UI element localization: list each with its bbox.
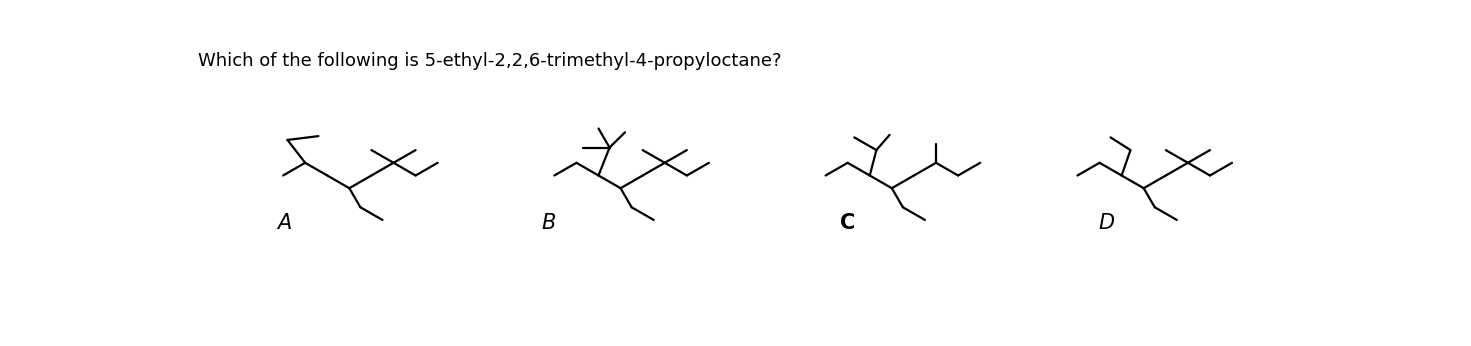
Text: A: A (278, 213, 291, 233)
Text: D: D (1097, 213, 1114, 233)
Text: B: B (541, 213, 556, 233)
Text: C: C (840, 213, 856, 233)
Text: Which of the following is 5-ethyl-2,2,6-trimethyl-4-propyloctane?: Which of the following is 5-ethyl-2,2,6-… (197, 52, 781, 70)
